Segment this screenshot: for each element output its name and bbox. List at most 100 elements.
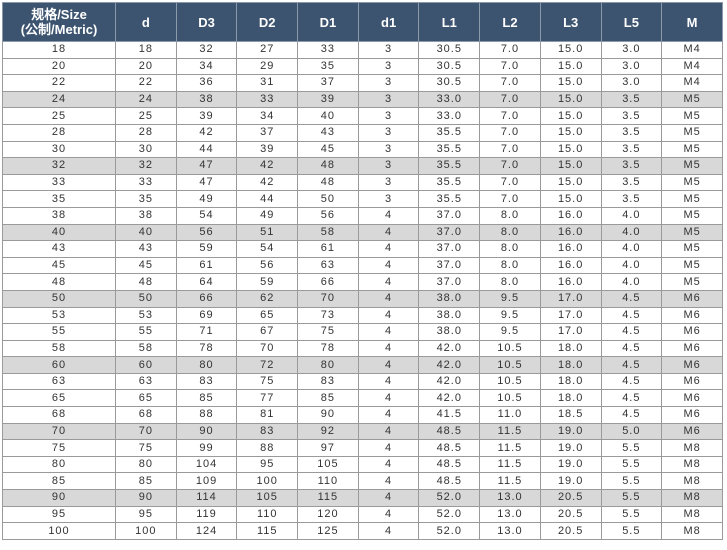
- table-cell: M8: [661, 522, 723, 540]
- table-cell: 42.0: [418, 389, 481, 408]
- table-cell: 32: [2, 157, 116, 175]
- table-cell: 68: [2, 406, 116, 424]
- table-cell: 8.0: [479, 256, 541, 275]
- table-cell: 34: [236, 107, 299, 125]
- table-cell: 18.0: [539, 389, 602, 408]
- table-cell: 4.5: [600, 323, 663, 341]
- table-cell: 52.0: [418, 489, 481, 507]
- table-cell: 15.0: [539, 41, 602, 59]
- table-row: 53 53 69 65 73 4 38.0 9.5 17.0 4.5 M6: [2, 306, 723, 325]
- table-cell: 70: [297, 289, 359, 308]
- table-cell: 67: [236, 323, 299, 341]
- table-cell: 61: [175, 256, 238, 275]
- table-cell: 35.5: [418, 123, 481, 142]
- table-cell: 4: [357, 389, 420, 408]
- column-header: L3: [539, 2, 602, 42]
- table-cell: 3: [357, 123, 420, 142]
- table-cell: 52.0: [418, 505, 481, 524]
- table-cell: 3.5: [600, 157, 663, 175]
- table-row: 33 33 47 42 48 3 35.5 7.0 15.0 3.5 M5: [2, 173, 723, 192]
- table-cell: 7.0: [479, 90, 541, 109]
- table-cell: M4: [661, 57, 723, 76]
- table-cell: 85: [2, 472, 116, 491]
- table-cell: 43: [115, 240, 177, 258]
- table-cell: 22: [115, 74, 177, 92]
- table-cell: 53: [2, 306, 116, 325]
- table-cell: 4: [357, 505, 420, 524]
- table-cell: 3.5: [600, 107, 663, 125]
- table-cell: 4.0: [600, 240, 663, 258]
- table-cell: 37.0: [418, 273, 481, 291]
- table-cell: M5: [661, 140, 723, 159]
- table-cell: 70: [236, 339, 299, 358]
- table-cell: 61: [297, 240, 359, 258]
- table-cell: 10.5: [479, 372, 541, 391]
- table-cell: 19.0: [539, 439, 602, 457]
- table-cell: M5: [661, 273, 723, 291]
- table-cell: M6: [661, 339, 723, 358]
- table-cell: 4: [357, 323, 420, 341]
- table-cell: M5: [661, 157, 723, 175]
- table-cell: 80: [297, 356, 359, 374]
- table-cell: 70: [115, 422, 177, 441]
- table-cell: 7.0: [479, 173, 541, 192]
- table-cell: 28: [115, 123, 177, 142]
- table-row: 90 90 114 105 115 4 52.0 13.0 20.5 5.5 M8: [2, 489, 723, 507]
- table-cell: 18: [2, 41, 116, 59]
- table-cell: 19.0: [539, 455, 602, 474]
- table-cell: M5: [661, 240, 723, 258]
- table-cell: 110: [297, 472, 359, 491]
- table-cell: 37.0: [418, 206, 481, 225]
- table-cell: 125: [297, 522, 359, 540]
- table-cell: 42: [175, 123, 238, 142]
- header-row: 规格/Size (公制/Metric) d D3 D2 D1 d1 L1 L2 L3 L5 M: [2, 2, 723, 42]
- table-cell: 43: [2, 240, 116, 258]
- table-cell: 55: [2, 323, 116, 341]
- table-cell: 48.5: [418, 455, 481, 474]
- table-row: 55 55 71 67 75 4 38.0 9.5 17.0 4.5 M6: [2, 323, 723, 341]
- table-cell: 48.5: [418, 439, 481, 457]
- table-cell: 10.5: [479, 389, 541, 408]
- table-cell: 11.5: [479, 439, 541, 457]
- table-cell: 31: [236, 74, 299, 92]
- table-cell: M8: [661, 439, 723, 457]
- table-cell: 7.0: [479, 57, 541, 76]
- table-cell: 30.5: [418, 74, 481, 92]
- table-cell: M6: [661, 372, 723, 391]
- table-row: 85 85 109 100 110 4 48.5 11.5 19.0 5.5 M8: [2, 472, 723, 491]
- table-cell: 43: [297, 123, 359, 142]
- column-header: M: [661, 2, 723, 42]
- table-cell: 35.5: [418, 173, 481, 192]
- table-cell: 33.0: [418, 107, 481, 125]
- column-header: d1: [357, 2, 420, 42]
- table-cell: 5.5: [600, 522, 663, 540]
- table-cell: 13.0: [479, 489, 541, 507]
- table-cell: 11.5: [479, 472, 541, 491]
- table-cell: 20.5: [539, 522, 602, 540]
- table-cell: 4.5: [600, 372, 663, 391]
- table-cell: 48: [297, 157, 359, 175]
- table-row: 25 25 39 34 40 3 33.0 7.0 15.0 3.5 M5: [2, 107, 723, 125]
- table-cell: 4: [357, 273, 420, 291]
- table-cell: 63: [297, 256, 359, 275]
- table-cell: 50: [115, 289, 177, 308]
- table-cell: 124: [175, 522, 238, 540]
- table-cell: 4: [357, 339, 420, 358]
- table-cell: 4: [357, 422, 420, 441]
- table-cell: 17.0: [539, 306, 602, 325]
- table-cell: 3: [357, 57, 420, 76]
- table-cell: 45: [115, 256, 177, 275]
- table-row: 18 18 32 27 33 3 30.5 7.0 15.0 3.0 M4: [2, 41, 723, 59]
- table-cell: M6: [661, 306, 723, 325]
- table-row: 58 58 78 70 78 4 42.0 10.5 18.0 4.5 M6: [2, 339, 723, 358]
- table-cell: 4.0: [600, 223, 663, 242]
- table-cell: 77: [236, 389, 299, 408]
- table-cell: 35: [297, 57, 359, 76]
- table-cell: 50: [297, 190, 359, 208]
- table-cell: 7.0: [479, 140, 541, 159]
- table-cell: 68: [115, 406, 177, 424]
- table-cell: 33: [115, 173, 177, 192]
- table-cell: M5: [661, 107, 723, 125]
- table-cell: 90: [115, 489, 177, 507]
- table-row: 48 48 64 59 66 4 37.0 8.0 16.0 4.0 M5: [2, 273, 723, 291]
